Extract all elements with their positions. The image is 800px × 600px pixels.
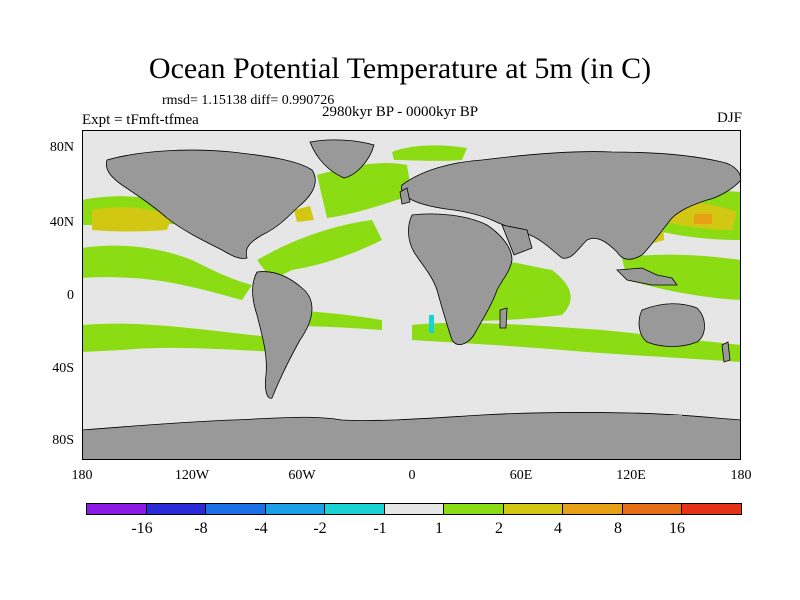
colorbar-label: -8 — [194, 520, 208, 537]
colorbar-box — [443, 503, 504, 515]
season-label: DJF — [716, 110, 742, 126]
sea-ice-shelf-2 — [502, 415, 682, 421]
land-madagascar — [499, 307, 508, 329]
colorbar-label: 1 — [435, 520, 443, 537]
colorbar-label: -4 — [254, 520, 268, 537]
colorbar-label: -2 — [313, 520, 327, 537]
colorbar-box — [503, 503, 564, 515]
colorbar-label: 4 — [554, 520, 562, 537]
land-eurasia — [401, 151, 741, 260]
anomaly-patch-gulf-stream — [294, 206, 314, 222]
colorbar-box — [622, 503, 683, 515]
lon-tick-120e: 120E — [616, 468, 646, 483]
land-north-america — [105, 149, 316, 259]
colorbar-box — [86, 503, 147, 515]
land-uk — [399, 187, 411, 205]
colorbar-box — [146, 503, 207, 515]
lat-tick-40n: 40N — [49, 215, 74, 230]
cool-anomaly — [429, 315, 434, 333]
lat-tick-40s: 40S — [52, 361, 74, 376]
colorbar-box — [681, 503, 742, 515]
land-indonesia — [616, 267, 678, 286]
colorbar-label: 2 — [495, 520, 503, 537]
lat-tick-80n: 80N — [49, 140, 74, 155]
colorbar-box — [205, 503, 266, 515]
map-panel — [82, 130, 741, 460]
sea-ice-shelf-1 — [172, 425, 262, 433]
land-arabia — [501, 224, 533, 256]
anomaly-band-arctic — [392, 145, 467, 161]
anomaly-band-tropical-pacific — [82, 245, 252, 300]
anomaly-band-tropical-atlantic — [257, 220, 382, 280]
anomaly-band-south-pacific — [82, 323, 282, 352]
lon-tick-120w: 120W — [174, 468, 210, 483]
colorbar-label: 8 — [614, 520, 622, 537]
stats-label: rmsd= 1.15138 diff= 0.990726 — [162, 93, 335, 108]
colorbar-label: -1 — [373, 520, 387, 537]
plot-title: Ocean Potential Temperature at 5m (in C) — [148, 52, 652, 85]
colorbar-label: 16 — [669, 520, 685, 537]
land-new-zealand — [721, 341, 731, 363]
anomaly-band-south-atlantic — [292, 310, 382, 330]
anomaly-patch-northeast-pacific — [92, 207, 172, 232]
map-svg — [82, 130, 741, 460]
anomaly-band-south-indian — [412, 322, 741, 362]
lat-tick-0: 0 — [67, 288, 74, 303]
colorbar-box — [324, 503, 385, 515]
map-frame — [82, 130, 741, 460]
anomaly-patch-benguela — [429, 315, 434, 333]
land-africa — [408, 213, 513, 345]
experiment-label: Expt = tFmft-tfmea — [82, 112, 199, 128]
lon-tick-60e: 60E — [509, 468, 533, 483]
lon-tick-180e: 180 — [730, 468, 752, 483]
lon-tick-0: 0 — [408, 468, 416, 483]
lon-tick-180w: 180 — [71, 468, 93, 483]
colorbar-box — [265, 503, 326, 515]
land-south-america — [252, 271, 313, 399]
lat-tick-80s: 80S — [52, 433, 74, 448]
land-australia — [638, 303, 705, 347]
lon-tick-60w: 60W — [288, 468, 316, 483]
period-label: 2980kyr BP - 0000kyr BP — [322, 104, 479, 120]
land-greenland — [309, 139, 375, 179]
anomaly-band-west-pacific — [622, 254, 741, 300]
colorbar-box — [384, 503, 445, 515]
anomaly-patch-pacific-core — [694, 214, 712, 224]
land-antarctica — [82, 412, 741, 460]
colorbar-label: -16 — [131, 520, 153, 537]
land — [82, 139, 741, 460]
colorbar-box — [562, 503, 623, 515]
